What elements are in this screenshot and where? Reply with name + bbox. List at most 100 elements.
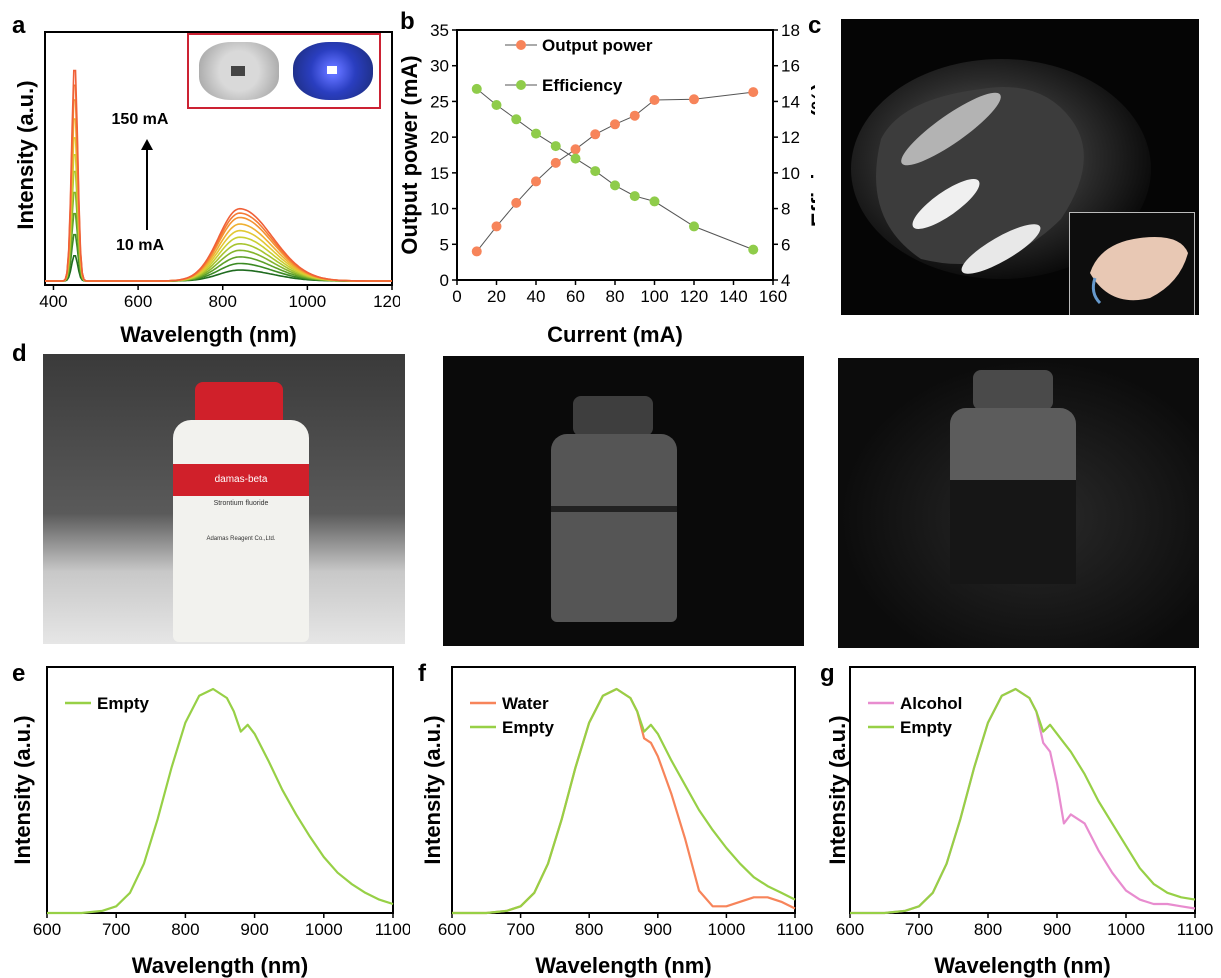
series-point-1 xyxy=(590,166,601,177)
spectrum-line-7 xyxy=(45,118,392,282)
y2-tick-label-b: 10 xyxy=(781,164,800,183)
x-tick-label-g: 1000 xyxy=(1107,920,1145,939)
series-point-1 xyxy=(491,100,502,110)
series-point-0 xyxy=(629,110,640,121)
y-axis-label-b: Output power (mA) xyxy=(397,55,422,254)
legend-label-1: Efficiency xyxy=(542,76,623,95)
y-tick-label-b: 5 xyxy=(440,235,449,254)
led-inset-box xyxy=(187,33,381,109)
hand-nir-photo xyxy=(841,19,1199,315)
y-axis-label-f: Intensity (a.u.) xyxy=(420,715,445,864)
panel-letter-b: b xyxy=(400,8,415,35)
legend-label-f-1: Empty xyxy=(502,718,555,737)
chart-b-power-efficiency: 0 20 40 60 80 100 120 140 160 0 5 10 15 20 25 30 35 4 6 8 10… xyxy=(397,21,815,347)
series-point-0 xyxy=(511,197,522,208)
series-point-0 xyxy=(689,94,699,105)
x-tick-label-e: 800 xyxy=(171,920,199,939)
y-axis-label-g: Intensity (a.u.) xyxy=(825,715,850,864)
series-point-1 xyxy=(610,180,620,191)
y-tick-label-b: 10 xyxy=(430,200,449,219)
plot-frame-b xyxy=(456,29,774,281)
x-axis-label-g: Wavelength (nm) xyxy=(934,953,1110,978)
series-point-0 xyxy=(570,144,581,155)
y2-tick-label-b: 4 xyxy=(781,271,790,290)
series-point-0 xyxy=(550,157,561,168)
label-10ma: 10 mA xyxy=(116,237,164,254)
x-axis-label-a: Wavelength (nm) xyxy=(120,322,296,347)
legend-label-g-0: Alcohol xyxy=(900,694,962,713)
x-tick-label-b: 140 xyxy=(719,287,747,306)
y2-tick-label-b: 18 xyxy=(781,21,800,40)
series-line-1 xyxy=(476,88,754,251)
legend-marker-0 xyxy=(516,40,526,50)
series-point-0 xyxy=(491,221,502,232)
panel-letter-a: a xyxy=(12,12,26,39)
series-point-1 xyxy=(531,128,541,139)
y-tick-label-b: 25 xyxy=(430,92,449,111)
led-on-photo xyxy=(293,42,373,100)
led-chip-off xyxy=(231,66,245,76)
hand-visible-inset xyxy=(1069,212,1195,315)
x-tick-label-a: 1200 xyxy=(373,292,400,311)
series-point-1 xyxy=(511,114,522,125)
bottle-body xyxy=(173,420,309,642)
y-tick-label-b: 30 xyxy=(430,57,449,76)
legend-label-0: Output power xyxy=(542,36,653,55)
series-point-0 xyxy=(471,246,482,257)
series-point-0 xyxy=(531,176,541,187)
series-line-g-1 xyxy=(850,687,1196,915)
panel-letter-f: f xyxy=(418,660,426,687)
y2-axis-label-b: Efficiency (%) xyxy=(807,83,815,227)
series-point-1 xyxy=(570,153,581,164)
y-axis-label-e: Intensity (a.u.) xyxy=(10,715,35,864)
bottle-nir-liquid-photo xyxy=(838,358,1199,648)
plot-frame-e xyxy=(46,666,394,914)
y-tick-label-b: 0 xyxy=(440,271,449,290)
spectrum-line-4 xyxy=(45,170,392,282)
x-tick-label-f: 700 xyxy=(506,920,534,939)
series-line-e-0 xyxy=(47,687,394,915)
x-tick-label-b: 20 xyxy=(487,287,506,306)
series-point-0 xyxy=(649,95,660,105)
x-tick-label-f: 1100 xyxy=(777,920,814,939)
x-tick-label-f: 900 xyxy=(644,920,672,939)
x-tick-label-g: 1100 xyxy=(1177,920,1214,939)
y2-tick-label-b: 14 xyxy=(781,92,800,111)
series-point-1 xyxy=(629,191,640,202)
series-point-1 xyxy=(471,83,482,94)
legend-label-g-1: Empty xyxy=(900,718,953,737)
x-tick-label-e: 700 xyxy=(102,920,130,939)
x-tick-label-g: 700 xyxy=(905,920,933,939)
x-tick-label-e: 600 xyxy=(33,920,61,939)
y-tick-label-b: 20 xyxy=(430,128,449,147)
x-tick-label-e: 1000 xyxy=(305,920,343,939)
series-point-0 xyxy=(590,129,601,140)
x-tick-label-a: 600 xyxy=(124,292,152,311)
panel-letter-g: g xyxy=(820,660,835,687)
x-tick-label-a: 800 xyxy=(209,292,237,311)
legend-marker-1 xyxy=(516,80,526,90)
panel-letter-d: d xyxy=(12,340,27,367)
panel-letter-e: e xyxy=(12,660,26,687)
x-tick-label-b: 160 xyxy=(759,287,787,306)
x-tick-label-g: 900 xyxy=(1043,920,1071,939)
x-axis-label-f: Wavelength (nm) xyxy=(535,953,711,978)
chart-e-spectrum-empty: 600 700 800 900 1000 1100 Empty Wavelength (nm)… xyxy=(10,666,410,978)
series-line-f-1 xyxy=(452,687,796,915)
series-point-1 xyxy=(550,141,561,152)
bottle-liquid-cap xyxy=(973,370,1053,410)
bottle-label-band: damas-beta xyxy=(173,464,309,496)
plot-frame-g xyxy=(849,666,1196,914)
led-off-photo xyxy=(199,42,279,100)
chart-a-emission-spectra: 400 600 800 1000 1200 Wavelength (nm) Intensit… xyxy=(13,31,400,347)
plot-frame-a xyxy=(44,31,393,286)
y-tick-label-b: 15 xyxy=(430,164,449,183)
series-point-1 xyxy=(649,196,660,207)
x-tick-label-e: 1100 xyxy=(375,920,410,939)
y-axis-label-a: Intensity (a.u.) xyxy=(13,80,38,229)
y2-tick-label-b: 12 xyxy=(781,128,800,147)
x-tick-label-b: 0 xyxy=(452,287,461,306)
bottle-liquid-body-bottom xyxy=(950,480,1076,584)
bottle-liquid-body-top xyxy=(950,408,1076,480)
bottle-nir-body xyxy=(551,434,677,622)
